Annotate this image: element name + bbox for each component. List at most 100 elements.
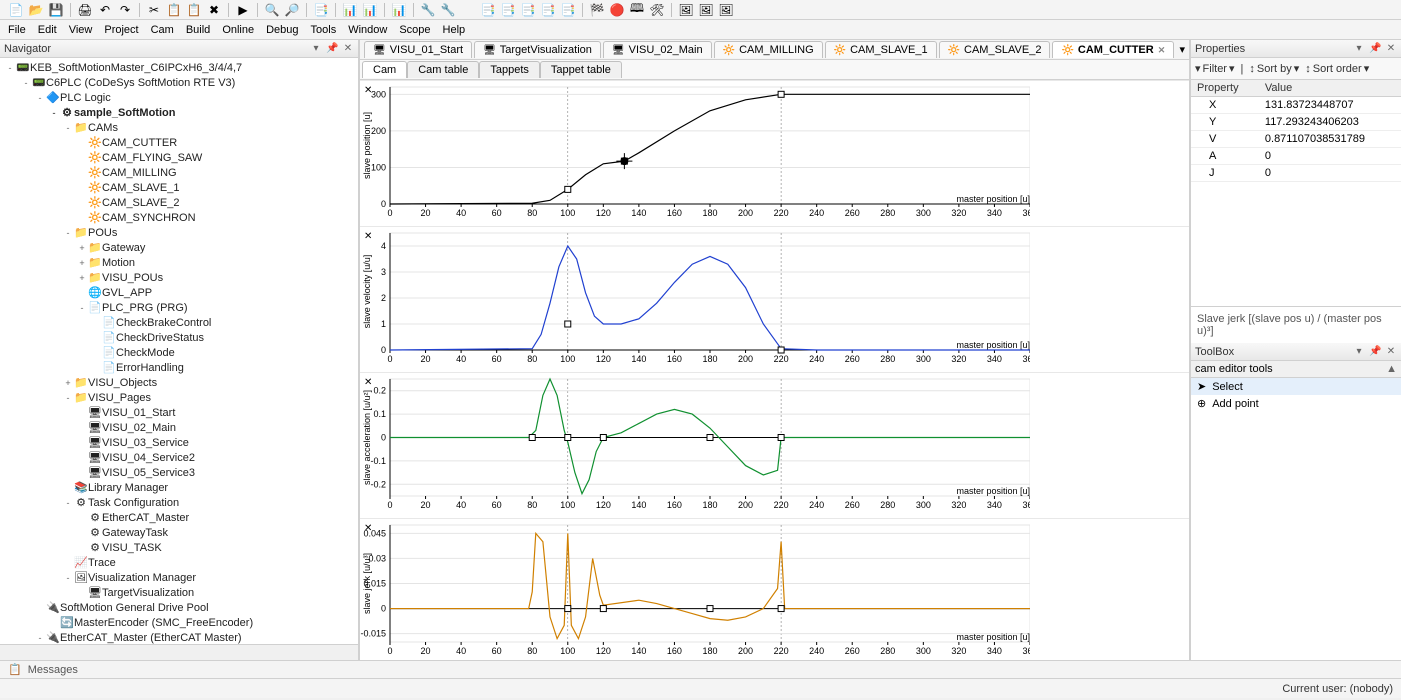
menu-edit[interactable]: Edit — [38, 24, 57, 36]
tree-root[interactable]: -📟KEB_SoftMotionMaster_C6IPCxH6_3/4/4,7 — [2, 60, 356, 75]
tree-item[interactable]: 🔌SoftMotion General Drive Pool — [2, 600, 356, 615]
chart-panel-2[interactable]: -0.2-0.100.10.20204060801001201401601802… — [360, 372, 1189, 518]
subtab-tappet-table[interactable]: Tappet table — [540, 61, 622, 78]
property-row[interactable]: J0 — [1191, 165, 1401, 182]
toolbar-icon[interactable]: 📑 — [500, 2, 516, 18]
menu-tools[interactable]: Tools — [311, 24, 337, 36]
subtab-cam-table[interactable]: Cam table — [407, 61, 479, 78]
toolbar-icon[interactable]: 📋 — [166, 2, 182, 18]
toolbar-icon[interactable]: 🛠 — [649, 2, 665, 18]
tree-item[interactable]: 📄ErrorHandling — [2, 360, 356, 375]
toolbar-icon[interactable]: 📋 — [186, 2, 202, 18]
menu-project[interactable]: Project — [104, 24, 138, 36]
pin-icon[interactable]: 📌 — [1369, 43, 1381, 54]
property-row[interactable]: X131.83723448707 — [1191, 97, 1401, 114]
tab-targetvisualization[interactable]: 🖥TargetVisualization — [474, 41, 601, 58]
toolbox-item-add-point[interactable]: ⊕Add point — [1191, 395, 1401, 412]
menu-build[interactable]: Build — [186, 24, 210, 36]
toolbar-icon[interactable]: 📄 — [8, 2, 24, 18]
toolbar-icon[interactable]: 🔴 — [609, 2, 625, 18]
toolbar-icon[interactable]: ✖ — [206, 2, 222, 18]
tree-item[interactable]: +📁Motion — [2, 255, 356, 270]
toolbox-group[interactable]: cam editor tools ▲ — [1191, 361, 1401, 378]
toolbar-icon[interactable]: 🔧 — [440, 2, 456, 18]
tab-cam_slave_2[interactable]: 🔆CAM_SLAVE_2 — [939, 41, 1051, 58]
tree-item[interactable]: -⚙Task Configuration — [2, 495, 356, 510]
tabs-overflow[interactable]: ▾ — [1179, 43, 1189, 56]
chart-panel-0[interactable]: 0100200300020406080100120140160180200220… — [360, 80, 1189, 226]
tree-item[interactable]: 📈Trace — [2, 555, 356, 570]
tree-item[interactable]: 📄CheckBrakeControl — [2, 315, 356, 330]
sortorder-button[interactable]: ↕ Sort order ▾ — [1305, 62, 1369, 75]
close-icon[interactable]: ✕ — [1385, 43, 1397, 54]
toolbar-icon[interactable]: ✂ — [146, 2, 162, 18]
toolbar-icon[interactable]: ↶ — [97, 2, 113, 18]
tree-item[interactable]: -📁VISU_Pages — [2, 390, 356, 405]
tree-item[interactable]: 🔆CAM_SLAVE_1 — [2, 180, 356, 195]
tree-item[interactable]: 🔆CAM_MILLING — [2, 165, 356, 180]
toolbar-icon[interactable]: 💾 — [48, 2, 64, 18]
tree-item[interactable]: -📟C6PLC (CoDeSys SoftMotion RTE V3) — [2, 75, 356, 90]
tree-item[interactable]: +📁Gateway — [2, 240, 356, 255]
pin-icon[interactable]: 📌 — [1369, 346, 1381, 357]
toolbar-icon[interactable]: ↷ — [117, 2, 133, 18]
tab-cam_slave_1[interactable]: 🔆CAM_SLAVE_1 — [825, 41, 937, 58]
menu-cam[interactable]: Cam — [151, 24, 174, 36]
property-row[interactable]: A0 — [1191, 148, 1401, 165]
tree-item[interactable]: 🔆CAM_SLAVE_2 — [2, 195, 356, 210]
tree-item[interactable]: ⚙GatewayTask — [2, 525, 356, 540]
tree-item[interactable]: 🔆CAM_SYNCHRON — [2, 210, 356, 225]
toolbar-icon[interactable]: ▶ — [235, 2, 251, 18]
menu-file[interactable]: File — [8, 24, 26, 36]
toolbar-icon[interactable]: 📊 — [391, 2, 407, 18]
toolbar-icon[interactable]: 📑 — [313, 2, 329, 18]
property-row[interactable]: V0.871107038531789 — [1191, 131, 1401, 148]
tree-item[interactable]: -🖼Visualization Manager — [2, 570, 356, 585]
filter-button[interactable]: ▾ Filter ▾ — [1195, 62, 1235, 75]
toolbar-icon[interactable]: 🖼 — [718, 2, 734, 18]
tree-item[interactable]: ⚙EtherCAT_Master — [2, 510, 356, 525]
subtab-cam[interactable]: Cam — [362, 61, 407, 78]
chart-panel-1[interactable]: 0123402040608010012014016018020022024026… — [360, 226, 1189, 372]
tree-item[interactable]: 🖥VISU_05_Service3 — [2, 465, 356, 480]
tree-item[interactable]: +📁VISU_POUs — [2, 270, 356, 285]
close-icon[interactable]: ✕ — [1158, 45, 1166, 56]
tree-item[interactable]: +📁VISU_Objects — [2, 375, 356, 390]
cam-charts[interactable]: 0100200300020406080100120140160180200220… — [360, 80, 1189, 660]
tree-item[interactable]: 🖥VISU_02_Main — [2, 420, 356, 435]
tab-visu_01_start[interactable]: 🖥VISU_01_Start — [364, 41, 472, 58]
horizontal-scrollbar[interactable] — [0, 644, 358, 660]
menu-scope[interactable]: Scope — [399, 24, 430, 36]
toolbar-icon[interactable]: 📑 — [560, 2, 576, 18]
subtab-tappets[interactable]: Tappets — [479, 61, 540, 78]
toolbar-icon[interactable]: 📂 — [28, 2, 44, 18]
close-icon[interactable]: ✕ — [342, 43, 354, 54]
menu-window[interactable]: Window — [348, 24, 387, 36]
minimize-icon[interactable]: ▾ — [1353, 346, 1365, 357]
tree-item[interactable]: 🖥VISU_03_Service — [2, 435, 356, 450]
toolbar-icon[interactable]: 🔎 — [284, 2, 300, 18]
tree-item[interactable]: -📁POUs — [2, 225, 356, 240]
tree-item[interactable]: 🖥VISU_01_Start — [2, 405, 356, 420]
property-row[interactable]: Y117.293243406203 — [1191, 114, 1401, 131]
menu-debug[interactable]: Debug — [266, 24, 298, 36]
pin-icon[interactable]: 📌 — [326, 43, 338, 54]
toolbar-icon[interactable]: 🖨 — [77, 2, 93, 18]
toolbar-icon[interactable]: 📊 — [362, 2, 378, 18]
tree-item[interactable]: 🖥TargetVisualization — [2, 585, 356, 600]
toolbar-icon[interactable]: 🕮 — [629, 2, 645, 18]
toolbox-item-select[interactable]: ➤Select — [1191, 378, 1401, 395]
menu-help[interactable]: Help — [443, 24, 466, 36]
menu-online[interactable]: Online — [222, 24, 254, 36]
tree-item[interactable]: 🌐GVL_APP — [2, 285, 356, 300]
tree-item[interactable]: -🔷PLC Logic — [2, 90, 356, 105]
minimize-icon[interactable]: ▾ — [1353, 43, 1365, 54]
toolbar-icon[interactable]: 📑 — [540, 2, 556, 18]
menu-view[interactable]: View — [69, 24, 93, 36]
toolbar-icon[interactable]: 📑 — [480, 2, 496, 18]
tab-visu_02_main[interactable]: 🖥VISU_02_Main — [603, 41, 712, 58]
tree-item[interactable]: 📚Library Manager — [2, 480, 356, 495]
tree-item[interactable]: -⚙sample_SoftMotion — [2, 105, 356, 120]
toolbar-icon[interactable]: 📊 — [342, 2, 358, 18]
navigator-tree[interactable]: -📟KEB_SoftMotionMaster_C6IPCxH6_3/4/4,7-… — [0, 58, 358, 644]
